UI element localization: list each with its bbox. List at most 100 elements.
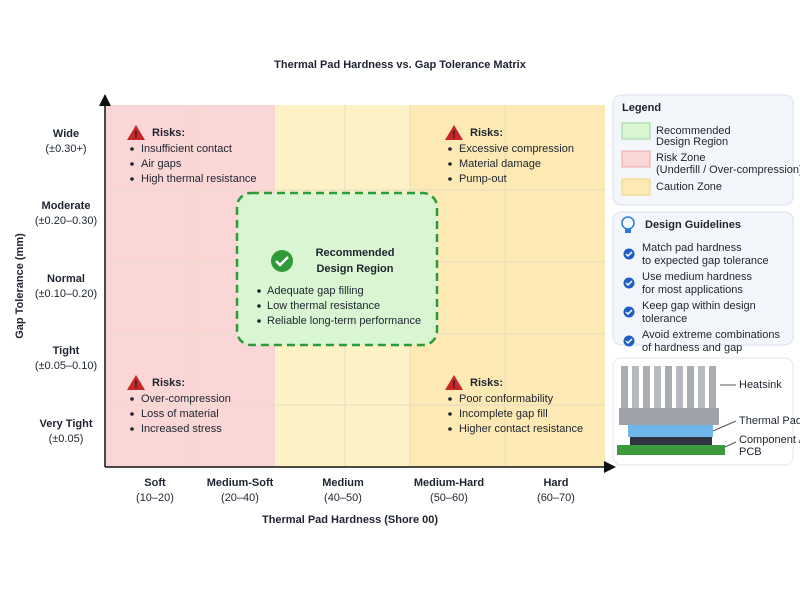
check-icon (625, 309, 633, 316)
illustration-label: Thermal Pad (739, 415, 800, 427)
bullet (448, 147, 452, 151)
check-icon (275, 256, 289, 267)
x-tick-range: (40–50) (324, 492, 362, 504)
bullet (257, 319, 261, 323)
warning-icon (127, 375, 145, 390)
illustration-label: Component / (739, 434, 800, 446)
illustration-label: PCB (739, 446, 762, 458)
y-tick-label: Normal (47, 273, 85, 285)
warning-icon (445, 375, 463, 390)
lightbulb-icon (621, 216, 635, 233)
x-tick-label: Medium (322, 477, 364, 489)
guideline-text: for most applications (642, 284, 743, 296)
recommended-item: Adequate gap filling (267, 285, 364, 297)
warning-icon (445, 125, 463, 140)
bullet (130, 412, 134, 416)
risk-heading: Risks: (470, 127, 503, 139)
bullet (257, 289, 261, 293)
bullet (448, 162, 452, 166)
x-tick-label: Medium-Hard (414, 477, 484, 489)
guidelines-title: Design Guidelines (645, 219, 741, 231)
risk-heading: Risks: (152, 127, 185, 139)
warning-icon: ! (134, 129, 138, 141)
guidelines-panel (612, 211, 794, 346)
y-axis-label: Gap Tolerance (mm) (14, 233, 26, 339)
legend-label: Design Region (656, 136, 728, 148)
legend-title: Legend (622, 102, 661, 114)
check-icon (271, 250, 293, 272)
recommended-title: Recommended (316, 247, 395, 259)
x-tick-range: (50–60) (430, 492, 468, 504)
risk-item: Incomplete gap fill (459, 408, 548, 420)
bullet (448, 397, 452, 401)
bullet (448, 177, 452, 181)
grid (105, 105, 605, 467)
x-tick-range: (10–20) (136, 492, 174, 504)
recommended-item: Low thermal resistance (267, 300, 380, 312)
x-axis-label: Thermal Pad Hardness (Shore 00) (262, 514, 438, 526)
bullet (130, 147, 134, 151)
risk-heading: Risks: (152, 377, 185, 389)
risk-item: Over-compression (141, 393, 231, 405)
recommended-item: Reliable long-term performance (267, 315, 421, 327)
guideline-text: Use medium hardness (642, 271, 753, 283)
y-tick-range: (±0.10–0.20) (35, 288, 97, 300)
risk-item: High thermal resistance (141, 173, 257, 185)
caution-zone (410, 105, 605, 467)
x-tick-range: (60–70) (537, 492, 575, 504)
risk-item: Loss of material (141, 408, 219, 420)
risk-item: Increased stress (141, 423, 222, 435)
recommended-region (235, 191, 439, 347)
legend-label: (Underfill / Over-compression) (656, 164, 800, 176)
legend-swatch (621, 122, 651, 140)
risk-item: Material damage (459, 158, 541, 170)
legend-label: Risk Zone (656, 152, 706, 164)
warning-icon: ! (452, 379, 456, 391)
risk-item: Pump-out (459, 173, 507, 185)
bullet (130, 162, 134, 166)
heatsink-illustration (617, 366, 737, 455)
x-tick-label: Soft (144, 477, 166, 489)
guideline-text: to expected gap tolerance (642, 255, 769, 267)
illustration-label: Heatsink (739, 379, 782, 391)
legend-label: Recommended (656, 125, 731, 137)
bullet (257, 304, 261, 308)
risk-item: Poor conformability (459, 393, 554, 405)
y-tick-label: Very Tight (40, 418, 93, 430)
legend-label: Caution Zone (656, 181, 722, 193)
bullet (130, 427, 134, 431)
recommended-title: Design Region (316, 263, 393, 275)
warning-icon: ! (134, 379, 138, 391)
y-tick-range: (±0.30+) (45, 143, 86, 155)
bullet (448, 412, 452, 416)
risk-item: Insufficient contact (141, 143, 232, 155)
legend-panel (612, 94, 794, 206)
risk-heading: Risks: (470, 377, 503, 389)
risk-item: Excessive compression (459, 143, 574, 155)
guideline-text: Avoid extreme combinations (642, 329, 780, 341)
bullet (130, 397, 134, 401)
guideline-text: Keep gap within design (642, 300, 756, 312)
x-tick-label: Medium-Soft (207, 477, 274, 489)
y-tick-range: (±0.20–0.30) (35, 215, 97, 227)
check-icon (625, 251, 633, 258)
guideline-text: Match pad hardness (642, 242, 742, 254)
bullet (130, 177, 134, 181)
legend-swatch (621, 150, 651, 168)
check-icon (625, 338, 633, 345)
x-tick-range: (20–40) (221, 492, 259, 504)
risk-item: Higher contact resistance (459, 423, 583, 435)
y-tick-label: Wide (53, 128, 79, 140)
y-tick-label: Moderate (42, 200, 91, 212)
warning-icon: ! (452, 129, 456, 141)
y-tick-range: (±0.05–0.10) (35, 360, 97, 372)
risk-item: Air gaps (141, 158, 182, 170)
x-tick-label: Hard (543, 477, 568, 489)
y-tick-range: (±0.05) (49, 433, 84, 445)
bullet (448, 427, 452, 431)
title: Thermal Pad Hardness vs. Gap Tolerance M… (274, 59, 527, 71)
guideline-text: tolerance (642, 313, 687, 325)
guideline-text: of hardness and gap (642, 342, 742, 354)
